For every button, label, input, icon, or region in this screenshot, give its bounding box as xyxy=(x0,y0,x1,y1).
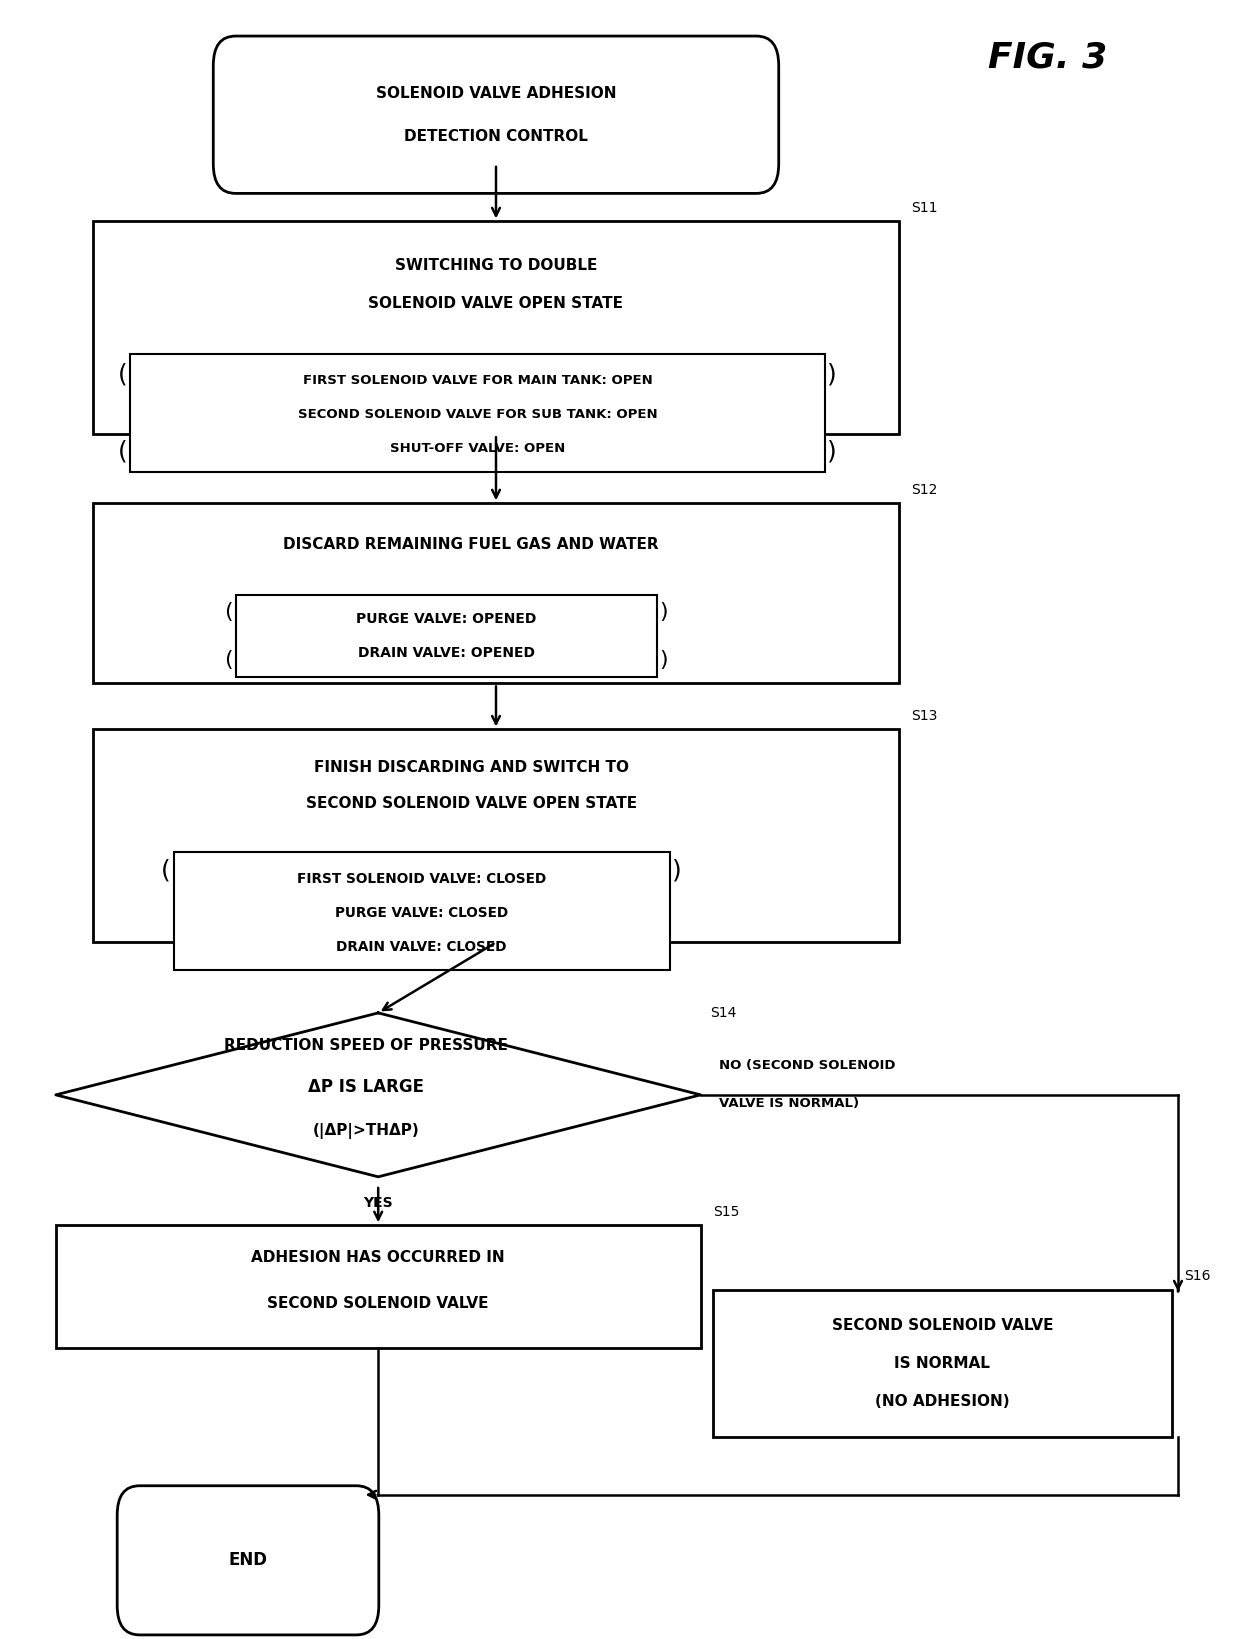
Bar xyxy=(93,221,899,434)
Text: PURGE VALVE: OPENED: PURGE VALVE: OPENED xyxy=(356,611,537,626)
Text: (: ( xyxy=(118,439,128,464)
Text: END: END xyxy=(228,1552,268,1569)
FancyBboxPatch shape xyxy=(213,36,779,193)
Text: (NO ADHESION): (NO ADHESION) xyxy=(875,1393,1009,1410)
Text: SECOND SOLENOID VALVE OPEN STATE: SECOND SOLENOID VALVE OPEN STATE xyxy=(305,795,637,811)
Bar xyxy=(56,1226,701,1347)
Text: S15: S15 xyxy=(713,1205,739,1219)
Text: S16: S16 xyxy=(1184,1269,1210,1283)
Bar xyxy=(93,503,899,683)
Text: FIRST SOLENOID VALVE: CLOSED: FIRST SOLENOID VALVE: CLOSED xyxy=(296,872,547,887)
Text: DISCARD REMAINING FUEL GAS AND WATER: DISCARD REMAINING FUEL GAS AND WATER xyxy=(284,536,658,552)
Text: SHUT-OFF VALVE: OPEN: SHUT-OFF VALVE: OPEN xyxy=(389,443,565,456)
Text: (|ΔP|>THΔP): (|ΔP|>THΔP) xyxy=(312,1123,419,1139)
Text: S12: S12 xyxy=(911,482,937,497)
Text: IS NORMAL: IS NORMAL xyxy=(894,1355,991,1372)
Text: VALVE IS NORMAL): VALVE IS NORMAL) xyxy=(719,1096,859,1110)
Text: YES: YES xyxy=(363,1196,393,1210)
Text: (: ( xyxy=(161,859,171,883)
Text: NO (SECOND SOLENOID: NO (SECOND SOLENOID xyxy=(719,1059,895,1072)
Text: ): ) xyxy=(827,362,837,387)
Text: PURGE VALVE: CLOSED: PURGE VALVE: CLOSED xyxy=(335,906,508,919)
Text: ): ) xyxy=(660,651,668,670)
Text: SOLENOID VALVE OPEN STATE: SOLENOID VALVE OPEN STATE xyxy=(368,295,624,311)
Text: (: ( xyxy=(224,602,233,621)
Bar xyxy=(174,852,670,970)
Text: SECOND SOLENOID VALVE: SECOND SOLENOID VALVE xyxy=(268,1295,489,1311)
Text: DRAIN VALVE: CLOSED: DRAIN VALVE: CLOSED xyxy=(336,939,507,954)
Text: (: ( xyxy=(224,651,233,670)
FancyBboxPatch shape xyxy=(118,1485,379,1636)
Text: SECOND SOLENOID VALVE: SECOND SOLENOID VALVE xyxy=(832,1318,1053,1334)
Bar xyxy=(236,595,657,677)
Text: ADHESION HAS OCCURRED IN: ADHESION HAS OCCURRED IN xyxy=(252,1249,505,1265)
Text: REDUCTION SPEED OF PRESSURE: REDUCTION SPEED OF PRESSURE xyxy=(224,1037,507,1054)
Bar xyxy=(713,1290,1172,1437)
Text: S13: S13 xyxy=(911,708,937,723)
Text: ): ) xyxy=(672,859,682,883)
Bar xyxy=(130,354,825,472)
Text: ): ) xyxy=(827,439,837,464)
Text: (: ( xyxy=(118,362,128,387)
Text: SECOND SOLENOID VALVE FOR SUB TANK: OPEN: SECOND SOLENOID VALVE FOR SUB TANK: OPEN xyxy=(298,408,657,421)
Text: SOLENOID VALVE ADHESION: SOLENOID VALVE ADHESION xyxy=(376,85,616,102)
Bar xyxy=(93,729,899,942)
Text: S14: S14 xyxy=(711,1006,737,1019)
Text: S11: S11 xyxy=(911,200,937,215)
Text: FIG. 3: FIG. 3 xyxy=(988,41,1107,74)
Text: FIRST SOLENOID VALVE FOR MAIN TANK: OPEN: FIRST SOLENOID VALVE FOR MAIN TANK: OPEN xyxy=(303,374,652,387)
Text: DETECTION CONTROL: DETECTION CONTROL xyxy=(404,128,588,144)
Text: SWITCHING TO DOUBLE: SWITCHING TO DOUBLE xyxy=(394,257,598,274)
Text: ): ) xyxy=(660,602,668,621)
Text: ΔP IS LARGE: ΔP IS LARGE xyxy=(308,1078,424,1095)
Text: FINISH DISCARDING AND SWITCH TO: FINISH DISCARDING AND SWITCH TO xyxy=(314,759,629,775)
Text: DRAIN VALVE: OPENED: DRAIN VALVE: OPENED xyxy=(358,646,534,661)
